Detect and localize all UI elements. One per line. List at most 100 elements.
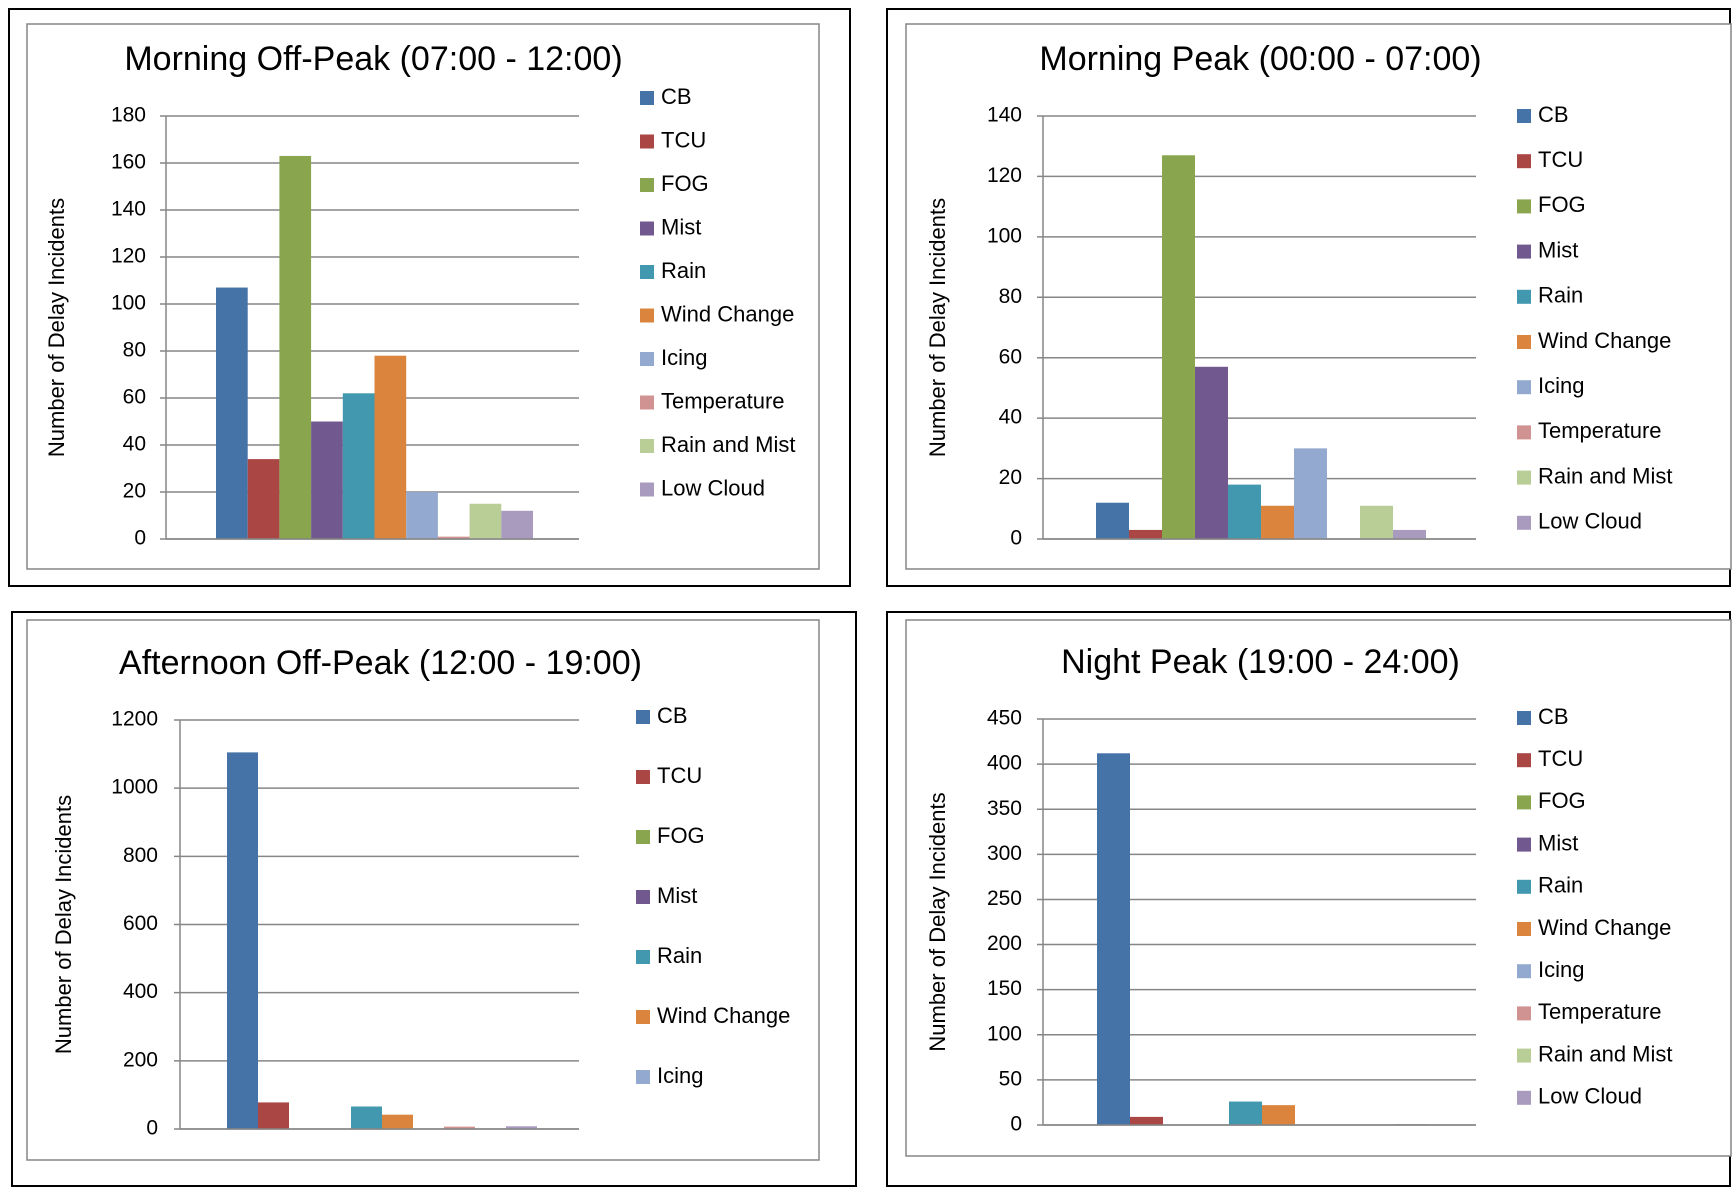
legend-swatch: [640, 222, 654, 236]
bar-icing: [1294, 448, 1327, 539]
legend-label: Icing: [661, 345, 707, 370]
bar-rain: [1229, 1102, 1262, 1125]
chart-title: Morning Peak (00:00 - 07:00): [1039, 40, 1481, 78]
legend-label: CB: [657, 703, 688, 728]
bar-rain-and-mist: [1360, 506, 1393, 539]
legend-swatch: [636, 890, 650, 904]
legend-swatch: [1517, 753, 1531, 767]
y-tick-label: 600: [123, 912, 158, 935]
legend-label: TCU: [657, 763, 702, 788]
legend-swatch: [640, 265, 654, 279]
bar-rain-and-mist: [470, 504, 502, 539]
y-tick-label: 0: [134, 527, 146, 550]
y-axis-title: Number of Delay Incidents: [925, 198, 950, 457]
y-tick-label: 1200: [111, 708, 158, 731]
y-tick-label: 160: [111, 151, 146, 174]
legend-swatch: [1517, 154, 1531, 168]
y-tick-label: 400: [987, 752, 1022, 775]
y-tick-label: 150: [987, 977, 1022, 1000]
legend-item-temperature: Temperature: [640, 388, 785, 413]
legend-label: Rain: [1538, 873, 1583, 898]
y-tick-label: 1000: [111, 776, 158, 799]
y-tick-label: 80: [123, 339, 146, 362]
y-tick-label: 140: [111, 198, 146, 221]
legend-item-wind-change: Wind Change: [1517, 328, 1671, 353]
bar-rain: [343, 393, 375, 539]
legend-item-temperature: Temperature: [1517, 418, 1662, 443]
legend-swatch: [1517, 795, 1531, 809]
y-tick-label: 20: [999, 466, 1022, 489]
legend-label: Icing: [1538, 957, 1584, 982]
y-tick-label: 50: [999, 1067, 1022, 1090]
legend-label: CB: [1538, 704, 1569, 729]
legend-label: Rain and Mist: [1538, 463, 1673, 488]
bar-fog: [279, 156, 311, 539]
legend-swatch: [640, 135, 654, 149]
legend-swatch: [640, 439, 654, 453]
legend-label: Temperature: [1538, 999, 1662, 1024]
y-tick-label: 140: [987, 104, 1022, 127]
legend-swatch: [636, 710, 650, 724]
legend-swatch: [640, 352, 654, 366]
chart-panel-2: Morning Peak (00:00 - 07:00) Number of De…: [887, 9, 1731, 586]
y-tick-label: 100: [987, 1022, 1022, 1045]
legend-swatch: [1517, 964, 1531, 978]
y-tick-label: 40: [123, 433, 146, 456]
bar-wind-change: [1262, 1105, 1295, 1125]
legend-swatch: [1517, 335, 1531, 349]
y-tick-label: 40: [999, 406, 1022, 429]
legend-label: Temperature: [661, 388, 785, 413]
legend-swatch: [640, 178, 654, 192]
y-tick-label: 300: [987, 842, 1022, 865]
legend-swatch: [1517, 1091, 1531, 1105]
y-axis-title: Number of Delay Incidents: [44, 198, 69, 457]
legend-label: CB: [661, 84, 692, 109]
legend-label: Mist: [657, 883, 697, 908]
legend-swatch: [640, 483, 654, 497]
y-tick-label: 800: [123, 844, 158, 867]
legend-swatch: [1517, 1049, 1531, 1063]
y-tick-label: 200: [987, 932, 1022, 955]
bar-cb: [216, 288, 248, 539]
y-axis-title: Number of Delay Incidents: [51, 795, 76, 1054]
bar-wind-change: [382, 1115, 413, 1129]
bar-cb: [1097, 753, 1130, 1125]
legend-swatch: [1517, 838, 1531, 852]
bar-low-cloud: [501, 511, 533, 539]
legend-swatch: [1517, 516, 1531, 530]
bar-tcu: [258, 1102, 289, 1129]
legend-label: Wind Change: [1538, 328, 1671, 353]
y-tick-label: 100: [987, 224, 1022, 247]
y-axis-title: Number of Delay Incidents: [925, 792, 950, 1051]
legend-label: Rain: [661, 258, 706, 283]
legend-item-wind-change: Wind Change: [636, 1003, 790, 1028]
legend-label: Rain: [657, 943, 702, 968]
bar-fog: [1162, 155, 1195, 539]
chart-title: Morning Off-Peak (07:00 - 12:00): [124, 40, 622, 78]
legend-item-wind-change: Wind Change: [640, 301, 794, 326]
y-tick-label: 450: [987, 707, 1022, 730]
legend-swatch: [1517, 711, 1531, 725]
legend-swatch: [636, 770, 650, 784]
legend-swatch: [1517, 1006, 1531, 1020]
legend-swatch: [1517, 290, 1531, 304]
y-tick-label: 120: [111, 245, 146, 268]
y-tick-label: 200: [123, 1048, 158, 1071]
bar-wind-change: [375, 356, 407, 539]
legend-label: FOG: [1538, 788, 1586, 813]
legend-label: Mist: [1538, 237, 1578, 262]
y-tick-label: 0: [1010, 1113, 1022, 1136]
legend-swatch: [636, 830, 650, 844]
legend-label: TCU: [1538, 147, 1583, 172]
bar-rain: [1228, 485, 1261, 539]
chart-panel-1: Morning Off-Peak (07:00 - 12:00) Number o…: [9, 9, 850, 586]
legend-swatch: [640, 309, 654, 323]
legend-label: TCU: [1538, 746, 1583, 771]
legend-label: TCU: [661, 127, 706, 152]
y-tick-label: 60: [123, 386, 146, 409]
legend-label: Mist: [661, 214, 701, 239]
legend-swatch: [1517, 880, 1531, 894]
y-tick-label: 120: [987, 164, 1022, 187]
y-tick-label: 350: [987, 797, 1022, 820]
